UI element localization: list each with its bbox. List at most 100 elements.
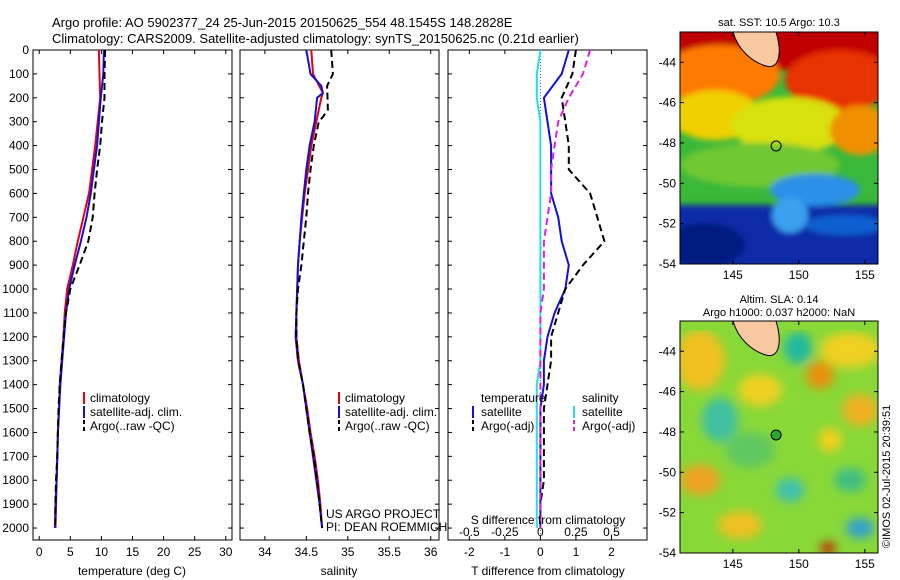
temperature-axes-frame: [32, 49, 233, 541]
series-line-argo-raw-qc: [295, 50, 334, 529]
legend-temperature-heading: temperature: [481, 391, 546, 405]
depth-tick-label: 1500: [2, 402, 29, 416]
sla-map-frame: [679, 320, 879, 554]
difference-legend: temperature satellite Argo(-adj) salinit…: [472, 391, 635, 433]
temperature-series: [53, 50, 107, 529]
salinity-y-ticks: [240, 49, 439, 529]
project-text-line1: US ARGO PROJECT: [326, 507, 441, 521]
difference-x-label: T difference from climatology: [471, 564, 625, 578]
depth-tick-label: 900: [9, 258, 29, 272]
legend-sal-satellite: satellite: [582, 405, 623, 419]
depth-axis-ticks: 0 100 200 300 400 500 600 700 800 900 1000 1100 1200…: [2, 43, 232, 535]
depth-tick-label: 600: [9, 186, 29, 200]
sst-map-title: sat. SST: 10.5 Argo: 10.3: [718, 17, 840, 29]
legend-climatology: climatology: [345, 391, 405, 405]
depth-tick-label: 1700: [2, 449, 29, 463]
x-tick-label: 0: [36, 545, 43, 559]
map-y-tick-label: -46: [659, 385, 677, 399]
top-tick-label: 0.5: [603, 525, 620, 539]
map-y-tick-label: -44: [659, 55, 677, 69]
depth-tick-label: 1300: [2, 354, 29, 368]
legend-temp-satellite: satellite: [481, 405, 522, 419]
x-tick-label: 1: [573, 545, 580, 559]
depth-tick-label: 1600: [2, 425, 29, 439]
sst-heatmap: [680, 32, 878, 264]
legend-sal-argo: Argo(-adj): [582, 419, 635, 433]
legend-argo: Argo(..raw -QC): [345, 419, 430, 433]
legend-climatology: climatology: [90, 391, 150, 405]
series-line-satellite-adj-clim: [54, 50, 105, 529]
depth-tick-label: 400: [9, 139, 29, 153]
argo-float-marker: [770, 140, 782, 152]
temperature-legend: climatology satellite-adj. clim. Argo(..…: [83, 391, 182, 433]
temperature-panel: 0100200300400500600700800900100011001200…: [2, 43, 232, 578]
top-tick-label: 0: [537, 525, 544, 539]
x-tick-label: 0: [537, 545, 544, 559]
series-line-salinity-satellite: [535, 50, 542, 528]
map-y-tick-label: -54: [659, 546, 677, 560]
temperature-x-label: temperature (deg C): [78, 564, 186, 578]
x-tick-label: 5: [67, 545, 74, 559]
figure-title-line1: Argo profile: AO 5902377_24 25-Jun-2015 …: [52, 15, 513, 30]
depth-tick-label: 1900: [2, 497, 29, 511]
series-line-argo-raw-qc: [54, 50, 107, 528]
x-tick-label: 30: [219, 545, 233, 559]
x-tick-label: -2: [464, 545, 475, 559]
map-y-tick-label: -50: [659, 465, 677, 479]
x-tick-label: 20: [157, 545, 171, 559]
x-tick-label: 15: [126, 545, 140, 559]
map-y-tick-label: -44: [659, 344, 677, 358]
map-y-tick-label: -48: [659, 136, 677, 150]
map-y-tick-label: -48: [659, 425, 677, 439]
salinity-x-ticks: 34 34.5 35 35.5 36: [258, 50, 438, 559]
top-tick-label: 0.25: [564, 525, 588, 539]
x-tick-label: 2: [608, 545, 615, 559]
depth-tick-label: 1100: [3, 306, 29, 320]
sst-map-panel: sat. SST: 10.5 Argo: 10.3 145 150 155 -44 -4…: [659, 17, 879, 282]
salinity-axes-frame: [239, 49, 440, 541]
sst-map-frame: [679, 31, 879, 265]
depth-tick-label: 700: [9, 210, 29, 224]
depth-tick-label: 100: [9, 67, 29, 81]
x-tick-label: 35: [341, 545, 355, 559]
depth-tick-label: 300: [9, 115, 29, 129]
map-x-tick-label: 145: [723, 557, 743, 571]
map-x-tick-label: 150: [789, 557, 809, 571]
depth-tick-label: 1200: [2, 330, 29, 344]
legend-satellite: satellite-adj. clim.: [90, 405, 182, 419]
coastline-shape: [732, 32, 780, 68]
sla-map-panel: Altim. SLA: 0.14 Argo h1000: 0.037 h2000…: [659, 294, 879, 571]
difference-axes-frame: [447, 49, 648, 541]
map-x-tick-label: 150: [789, 268, 809, 282]
depth-tick-label: 1400: [2, 378, 29, 392]
temperature-x-ticks: 0 5 10 15 20 25 30: [36, 50, 233, 559]
coastline-shape: [732, 321, 780, 357]
legend-temp-argo: Argo(-adj): [481, 419, 534, 433]
copyright-stamp: ©IMOS 02-Jul-2015 20:39:51: [881, 405, 893, 548]
depth-tick-label: 500: [9, 163, 29, 177]
x-tick-label: 25: [188, 545, 202, 559]
depth-tick-label: 200: [9, 91, 29, 105]
top-tick-label: -0.5: [459, 525, 480, 539]
difference-series: [535, 50, 606, 540]
map-x-tick-label: 155: [855, 268, 875, 282]
depth-tick-label: 1800: [2, 473, 29, 487]
x-tick-label: 10: [95, 545, 109, 559]
map-y-tick-label: -46: [659, 96, 677, 110]
x-tick-label: 36: [424, 545, 438, 559]
x-tick-label: 35.5: [378, 545, 402, 559]
sla-map-title-line1: Altim. SLA: 0.14: [740, 294, 819, 306]
difference-panel: -2 -1 0 1 2 -0.5 -0.25 0 0.25 0.5 T difference f…: [447, 49, 648, 578]
legend-argo: Argo(..raw -QC): [90, 419, 175, 433]
x-tick-label: 34.5: [295, 545, 319, 559]
sla-map-ticks: 145 150 155 -44 -46 -48 -50 -52 -54: [659, 321, 878, 571]
salinity-series: [294, 50, 334, 529]
legend-salinity-heading: salinity: [582, 391, 619, 405]
difference-y-ticks: [448, 49, 647, 529]
map-y-tick-label: -54: [659, 257, 677, 271]
project-text-line2: PI: DEAN ROEMMICH: [326, 520, 447, 534]
map-x-tick-label: 145: [723, 268, 743, 282]
sst-map-ticks: 145 150 155 -44 -46 -48 -50 -52 -54: [659, 32, 878, 282]
series-line-temperature-argo-adj: [539, 50, 606, 528]
